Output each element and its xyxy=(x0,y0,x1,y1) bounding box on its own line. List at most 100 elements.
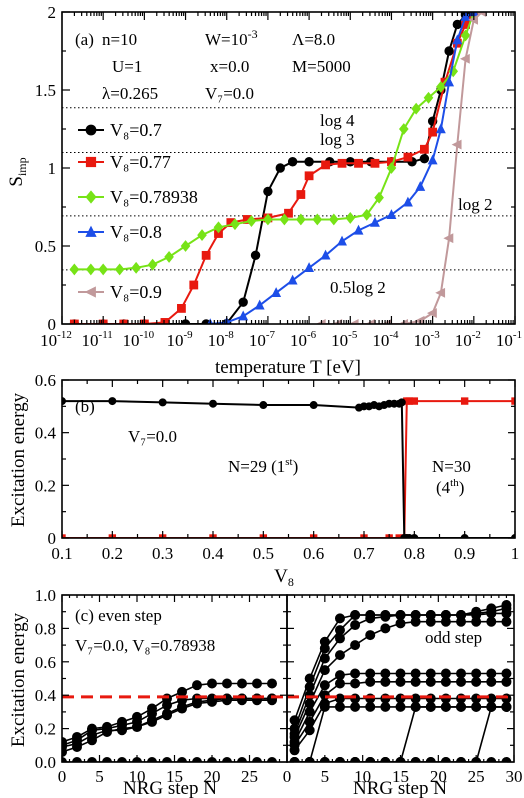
c-even-xtick-label: 0 xyxy=(58,767,67,786)
c-ytick-label: 0.0 xyxy=(35,753,56,772)
c-odd-point xyxy=(471,606,482,617)
b-ytick-label: 0.4 xyxy=(35,424,57,443)
a-point xyxy=(69,263,80,276)
a-legend-marker xyxy=(84,286,96,298)
c-odd-point xyxy=(410,676,421,687)
c-odd-point xyxy=(380,693,391,704)
b-point xyxy=(397,398,406,407)
a-series-line xyxy=(74,12,475,324)
b-xtick-label: 0.2 xyxy=(102,544,123,563)
c-odd-point xyxy=(380,623,391,634)
a-point xyxy=(476,12,487,17)
b-annotation-n29: N=29 (1st) xyxy=(228,456,298,476)
a-param-v7: V₇=0.0 xyxy=(205,84,254,103)
c-panel-label: (c) even step xyxy=(75,606,162,625)
c-odd-point xyxy=(486,693,497,704)
c-odd-point xyxy=(380,610,391,621)
a-xtick-label: 10-9 xyxy=(166,329,193,350)
a-legend: V₈=0.7 V₈=0.77 V₈=0.78938 V₈=0.8 V₈=0.9 xyxy=(78,120,198,302)
c-even-point xyxy=(191,693,202,704)
c-even-point xyxy=(221,693,232,704)
c-odd-series-line xyxy=(294,706,507,762)
a-point xyxy=(284,208,293,218)
a-point xyxy=(354,158,363,168)
a-point xyxy=(180,240,191,252)
c-odd-point xyxy=(350,693,361,704)
c-odd-point xyxy=(334,650,345,661)
c-even-xtick-label: 10 xyxy=(129,767,146,786)
a-point xyxy=(452,19,463,30)
b-annotation-4th-sup: th xyxy=(450,477,459,489)
a-point xyxy=(345,211,356,224)
a-legend-label: V₈=0.8 xyxy=(110,222,162,242)
a-point xyxy=(435,123,446,134)
a-point xyxy=(131,261,141,274)
c-odd-point xyxy=(395,668,406,679)
a-point xyxy=(238,310,249,321)
b-series-group xyxy=(62,397,515,538)
a-point xyxy=(423,91,434,104)
a-point xyxy=(275,163,285,173)
a-ytick-label: 1 xyxy=(48,159,57,178)
c-odd-point xyxy=(334,678,345,689)
c-odd-point xyxy=(440,676,451,687)
a-series-line xyxy=(210,12,475,324)
a-point xyxy=(428,127,438,137)
a-point xyxy=(147,258,158,271)
a-ylabel-main: S xyxy=(6,176,27,187)
a-ref-label-log2: log 2 xyxy=(458,195,492,214)
a-param-u: U=1 xyxy=(112,57,142,76)
b-xtick-label: 0.3 xyxy=(152,544,173,563)
b-xlabel-sub: 8 xyxy=(288,575,294,589)
a-point xyxy=(353,224,364,235)
b-ticks: 0.1 0.2 0.3 0.4 0.5 0.6 0.7 0.8 0.9 1 0 0.2 0.4 0.6 xyxy=(35,371,520,563)
c-odd-point xyxy=(350,678,361,689)
a-xtick-exp: -7 xyxy=(266,329,276,341)
a-point xyxy=(328,213,339,226)
a-point xyxy=(320,249,331,260)
a-point xyxy=(201,250,211,260)
a-point xyxy=(451,139,462,150)
c-odd-point xyxy=(440,701,451,712)
c-even-point xyxy=(251,678,262,689)
a-point xyxy=(312,213,323,226)
c-odd-point xyxy=(334,670,345,681)
b-xtick-label: 0.5 xyxy=(253,544,274,563)
c-odd-point xyxy=(350,640,361,651)
b-point xyxy=(208,399,217,408)
a-point xyxy=(426,308,437,319)
c-odd-point xyxy=(365,701,376,712)
c-odd-point xyxy=(350,701,361,712)
a-point xyxy=(296,190,306,199)
c-odd-point xyxy=(410,668,421,679)
a-ylabel-sub: imp xyxy=(15,157,29,176)
c-even-point xyxy=(236,693,247,704)
b-annotation-n29-sup: st xyxy=(285,456,292,468)
b-xlabel: V8 xyxy=(274,566,294,589)
c-even-point xyxy=(176,686,187,697)
c-odd-point xyxy=(365,610,376,621)
c-odd-series-line xyxy=(294,706,507,762)
c-even-xtick-label: 25 xyxy=(241,767,258,786)
c-odd-point xyxy=(380,668,391,679)
a-point xyxy=(213,221,224,234)
b-xtick-label: 0.7 xyxy=(353,544,375,563)
a-ytick-label: 2 xyxy=(48,3,57,22)
a-point xyxy=(287,157,298,167)
b-annotation-n30: N=30 xyxy=(432,457,471,476)
b-point xyxy=(158,398,167,407)
c-odd-point xyxy=(395,693,406,704)
b-xlabel-main: V xyxy=(274,566,288,587)
panel-a: 10-12 10-11 10-10 10-9 10-8 10-7 10-6 10-5 10-4 1… xyxy=(6,3,522,378)
a-point xyxy=(160,318,170,324)
c-odd-point xyxy=(456,693,467,704)
c-ytick-label: 0.6 xyxy=(35,653,56,672)
c-odd-point xyxy=(350,610,361,621)
a-ytick-label: 1.5 xyxy=(35,81,56,100)
b-ytick-label: 0.2 xyxy=(35,476,56,495)
a-series-line xyxy=(321,12,483,324)
c-odd-point xyxy=(334,693,345,704)
c-odd-point xyxy=(395,676,406,687)
c-odd-point xyxy=(319,636,330,647)
b-param-v7: V₇=0.0 xyxy=(128,427,177,446)
